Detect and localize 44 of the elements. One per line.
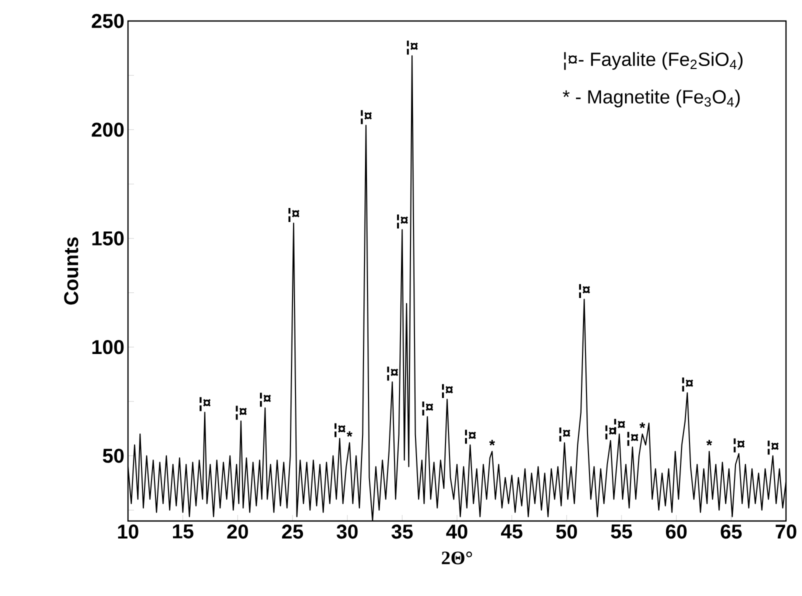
annotation: ¦¤ — [200, 397, 211, 412]
annotation: ¦¤ — [387, 366, 398, 381]
annotation: ¦¤ — [260, 392, 271, 407]
annotation: * — [346, 431, 352, 437]
annotation: ¦¤ — [559, 428, 570, 442]
x-tick-label: 60 — [666, 524, 687, 539]
annotation: ¦¤ — [734, 438, 745, 452]
x-tick-label: 40 — [446, 524, 468, 539]
annotation: ¦¤ — [288, 208, 300, 222]
x-tick-label: 45 — [501, 524, 522, 538]
x-tick-label: 20 — [227, 524, 248, 539]
annotation: ¦¤ — [682, 378, 694, 392]
annotation: ¦¤ — [397, 214, 408, 228]
annotation: ¦¤ — [579, 284, 590, 298]
y-tick-label: 100 — [92, 340, 124, 354]
annotation: ¦¤ — [442, 384, 453, 398]
x-tick-label: 35 — [392, 524, 413, 539]
annotation: ¦¤ — [422, 401, 434, 416]
annotation: * - Magnetite (Fe$_{3}$O$_{4}$) — [562, 90, 740, 108]
annotation: ¦¤ — [334, 423, 346, 438]
x-tick-label: 55 — [610, 524, 632, 538]
x-tick-label: 25 — [282, 524, 304, 539]
x-tick-label: 15 — [172, 524, 194, 538]
annotation: ¦¤ — [406, 40, 418, 55]
annotation: ¦¤ — [236, 406, 247, 420]
x-tick-label: 10 — [118, 524, 138, 539]
x-tick-label: 30 — [336, 524, 358, 539]
annotation: * — [489, 440, 496, 446]
y-tick-label: 200 — [92, 122, 124, 137]
annotation: * — [639, 422, 646, 428]
annotation: ¦¤ — [768, 440, 779, 455]
x-tick-label: 65 — [720, 524, 742, 539]
annotation: ¦¤ — [465, 430, 476, 444]
y-axis-title: Counts — [64, 237, 78, 305]
annotation: ¦¤- Fayalite (Fe$_{2}$SiO$_{4}$) — [564, 52, 743, 70]
x-tick-label: 70 — [776, 524, 796, 539]
x-axis-title: 2Θ° — [442, 552, 472, 564]
y-tick-label: 250 — [92, 14, 124, 28]
annotation: ¦¤ — [360, 110, 372, 124]
y-tick-label: 150 — [92, 231, 124, 246]
annotation: * — [706, 440, 712, 446]
x-tick-label: 50 — [556, 524, 577, 539]
annotation: ¦¤ — [627, 432, 638, 446]
y-tick-label: 50 — [102, 448, 124, 463]
